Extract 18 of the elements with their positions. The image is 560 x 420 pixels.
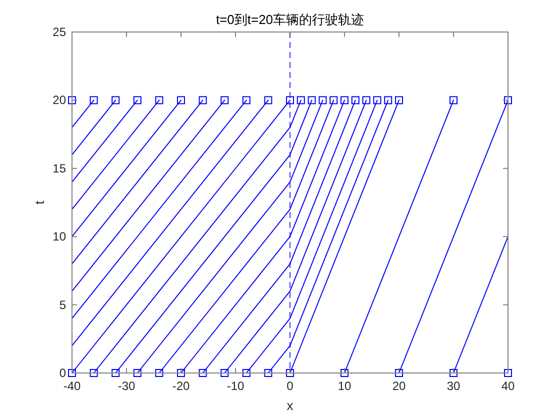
x-tick-label: 0	[286, 379, 294, 393]
x-axis-title: x	[286, 398, 294, 413]
chart-title: t=0到t=20车辆的行驶轨迹	[216, 12, 364, 27]
y-tick-label: 5	[59, 298, 66, 312]
x-tick-label: 30	[446, 379, 460, 393]
y-tick-label: 25	[52, 25, 66, 39]
y-tick-label: 10	[52, 230, 66, 244]
y-tick-label: 15	[52, 161, 66, 176]
y-tick-label: 20	[52, 93, 66, 108]
x-tick-label: -10	[226, 379, 244, 393]
x-tick-label: -30	[118, 379, 136, 393]
x-tick-label: 20	[392, 379, 406, 393]
x-tick-label: 10	[338, 379, 352, 393]
y-tick-label: 0	[59, 366, 66, 380]
x-tick-label: 40	[501, 379, 515, 393]
y-axis-title: t	[32, 200, 47, 204]
x-tick-label: -40	[63, 379, 81, 393]
x-tick-label: -20	[172, 379, 190, 393]
